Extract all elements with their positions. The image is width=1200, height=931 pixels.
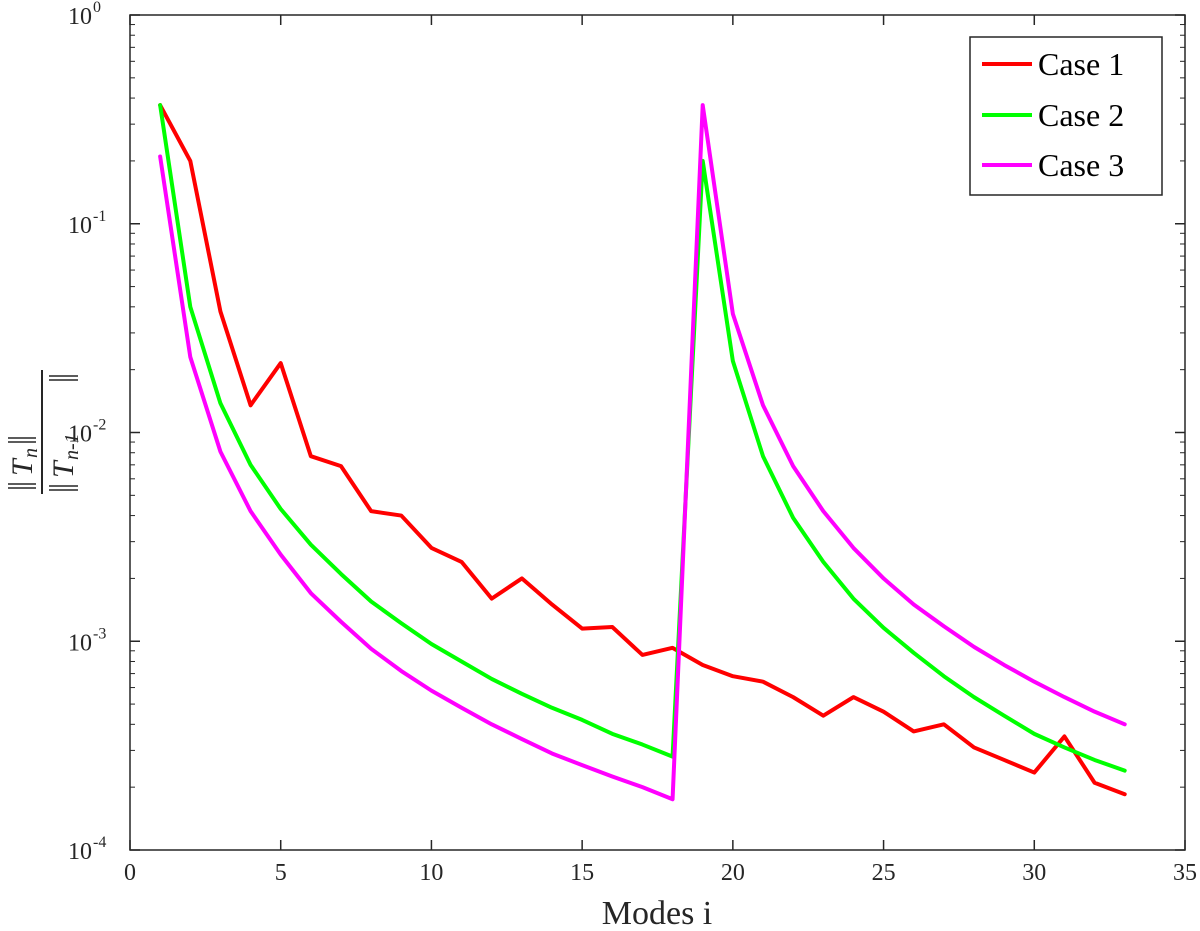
y-axis-label: T n T n-1 [6,370,83,494]
y-tick-label: 10 [68,630,92,656]
y-tick-label: 10 [68,213,92,239]
x-tick-label: 0 [124,860,136,886]
y-axis-label-denominator: T n-1 [47,375,83,491]
y-label-denominator-sub: n-1 [61,433,83,460]
legend-item-case-2: Case 2 [982,97,1124,133]
legend-item-case-1: Case 1 [982,46,1124,82]
x-tick-label: 10 [419,860,443,886]
legend-item-case-3: Case 3 [982,147,1124,183]
series-line-case-2 [158,103,1127,773]
y-axis-label-numerator: T n [6,437,42,489]
legend: Case 1 Case 2 Case 3 [969,36,1163,196]
y-tick-label: 10 [68,839,92,865]
y-label-numerator-sub: n [20,448,42,458]
y-tick-exponent: -4 [93,834,106,851]
y-tick-exponent: 0 [93,0,101,16]
legend-label-case-2: Case 2 [1038,97,1124,133]
y-tick-label: 10 [68,4,92,30]
legend-label-case-1: Case 1 [1038,46,1124,82]
x-tick-label: 25 [872,860,896,886]
legend-label-case-3: Case 3 [1038,147,1124,183]
y-label-denominator-var: T [47,459,80,478]
series-line-case-3 [158,103,1127,802]
y-tick-exponent: -3 [93,625,106,642]
axis-ticks [129,14,1186,851]
x-tick-label: 35 [1173,860,1197,886]
y-tick-exponent: -2 [93,417,106,434]
series-line-case-1 [158,103,1127,797]
y-label-numerator-var: T [6,457,39,476]
x-tick-label: 30 [1022,860,1046,886]
series-lines [158,103,1127,802]
x-tick-label: 15 [570,860,594,886]
x-tick-label: 20 [721,860,745,886]
y-tick-label: 10 [68,422,92,448]
y-tick-exponent: -1 [93,208,106,225]
x-tick-label: 5 [275,860,287,886]
x-axis-label: Modes i [602,895,713,931]
